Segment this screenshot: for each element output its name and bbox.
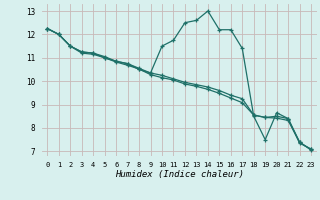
X-axis label: Humidex (Indice chaleur): Humidex (Indice chaleur) (115, 170, 244, 179)
